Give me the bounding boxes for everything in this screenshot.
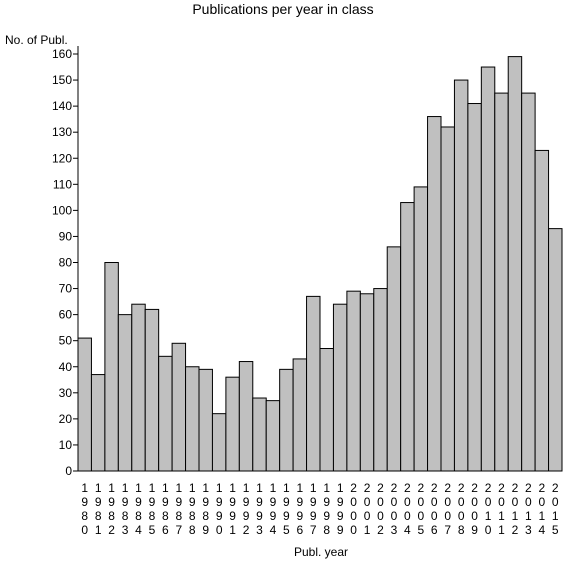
y-tick-label: 120 (52, 151, 72, 165)
bar (480, 66, 496, 472)
bar (198, 368, 213, 472)
bar (158, 355, 173, 472)
bar (507, 56, 523, 472)
y-tick-label: 160 (52, 47, 72, 61)
bar (440, 126, 455, 472)
bar (252, 397, 267, 472)
bar (413, 186, 429, 472)
bar (373, 288, 388, 472)
bar (185, 366, 200, 472)
y-tick-label: 100 (52, 203, 72, 217)
bar (346, 290, 361, 472)
bar (90, 374, 106, 472)
bar (359, 293, 375, 472)
y-tick-label: 70 (59, 282, 73, 296)
y-axis-label: No. of Publ. (5, 33, 68, 47)
y-tick-label: 80 (59, 256, 73, 270)
bar (265, 400, 281, 472)
y-tick-label: 10 (59, 438, 73, 452)
y-axis: 0 10 20 30 40 50 60 70 80 90 100 110 120 130 140 150 160 (52, 47, 78, 478)
y-tick-label: 110 (53, 177, 72, 191)
bar (306, 295, 321, 472)
bar (279, 368, 294, 472)
bar (292, 358, 308, 472)
bar (171, 342, 187, 472)
bar (211, 413, 227, 472)
bar (467, 103, 482, 472)
y-tick-label: 30 (59, 386, 73, 400)
chart-title: Publications per year in class (192, 1, 373, 17)
y-tick-label: 20 (59, 412, 73, 426)
y-tick-label: 60 (59, 308, 73, 322)
y-tick-label: 40 (59, 360, 73, 374)
x-axis-label: Publ. year (294, 545, 348, 559)
bar (548, 228, 563, 472)
x-axis-tick-labels: 1 9 8 0 1 9 8 1 1 9 8 2 1 9 8 3 1 9 8 4 1 9 8 5 1 9 8 6 1 9 8 7 1 9 8 8 1 9 8 9… (81, 481, 559, 537)
y-tick-label: 50 (59, 334, 73, 348)
y-tick-label: 130 (52, 125, 72, 139)
y-tick-label: 0 (65, 464, 72, 478)
y-tick-label: 90 (59, 229, 73, 243)
bar (117, 314, 133, 472)
bar (400, 202, 415, 472)
bar (386, 246, 402, 472)
bar (131, 303, 146, 472)
bar (77, 337, 92, 472)
bar (319, 348, 334, 472)
bar (104, 262, 119, 472)
bar (494, 92, 509, 472)
bar (144, 308, 160, 472)
bar (225, 376, 240, 472)
y-tick-label: 140 (52, 99, 72, 113)
bar (427, 116, 442, 472)
bar (534, 149, 550, 472)
bar (238, 361, 254, 472)
bar (453, 79, 469, 472)
y-tick-label: 150 (52, 73, 72, 87)
bars (77, 56, 563, 472)
bar (521, 92, 536, 472)
bar (332, 303, 348, 472)
